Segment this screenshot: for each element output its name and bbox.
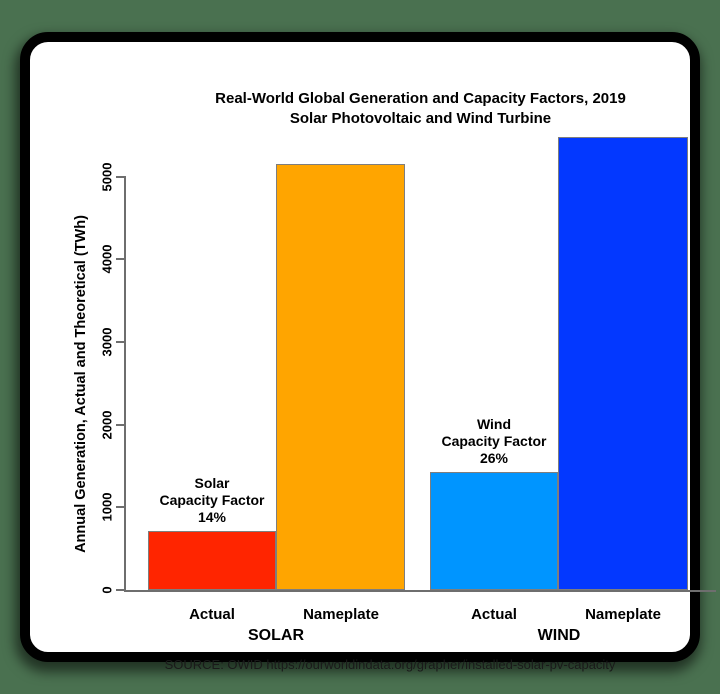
solar-annotation-line1: Solar <box>194 475 230 491</box>
source-caption: SOURCE: OWID https://ourworldindata.org/… <box>164 657 616 672</box>
wind-capacity-annotation: Wind Capacity Factor 26% <box>404 416 584 467</box>
chart-subtitle: Solar Photovoltaic and Wind Turbine <box>289 110 552 127</box>
y-tick-label-text: 1000 <box>99 492 115 522</box>
y-tick-label-text: 0 <box>99 586 115 594</box>
xtick-wind-nameplate: Nameplate <box>585 606 661 623</box>
y-tick-mark <box>116 341 125 343</box>
xtick-solar-nameplate: Nameplate <box>303 606 379 623</box>
xtick-solar-actual: Actual <box>189 606 235 623</box>
y-axis-line <box>124 176 126 592</box>
solar-annotation-line2: Capacity Factor <box>159 492 265 508</box>
bar-solar-actual <box>148 530 276 590</box>
chart-card: Real-World Global Generation and Capacit… <box>20 32 716 672</box>
chart-title-block: Real-World Global Generation and Capacit… <box>125 89 716 129</box>
y-tick-mark <box>116 506 125 509</box>
solar-capacity-annotation: Solar Capacity Factor 14% <box>122 475 302 526</box>
y-tick-label-text: 2000 <box>99 410 115 440</box>
bar-wind-nameplate <box>558 136 688 590</box>
bar-solar-nameplate <box>276 164 405 590</box>
chart-title: Real-World Global Generation and Capacit… <box>215 90 626 107</box>
y-tick-mark <box>116 175 125 178</box>
group-label-solar: SOLAR <box>248 627 304 644</box>
page-background: { "frame": { "background_color": "#4a715… <box>20 32 716 672</box>
wind-annotation-line2: Capacity Factor <box>441 433 547 449</box>
bar-wind-actual <box>430 471 558 590</box>
y-tick-mark <box>116 589 125 591</box>
y-tick-mark <box>116 423 125 426</box>
group-label-wind: WIND <box>537 627 581 644</box>
wind-annotation-line3: 26% <box>479 450 509 466</box>
y-tick-mark <box>116 258 125 261</box>
y-tick-label-text: 5000 <box>99 162 115 192</box>
y-tick-label-text: 4000 <box>99 244 115 274</box>
solar-annotation-line3: 14% <box>197 509 227 525</box>
y-tick-label-text: 3000 <box>99 327 115 357</box>
xtick-wind-actual: Actual <box>471 606 517 623</box>
x-axis-line <box>124 590 716 592</box>
wind-annotation-line1: Wind <box>476 416 512 432</box>
y-axis-title-text: Annual Generation, Actual and Theoretica… <box>73 215 89 553</box>
chart-area: Real-World Global Generation and Capacit… <box>60 84 720 694</box>
